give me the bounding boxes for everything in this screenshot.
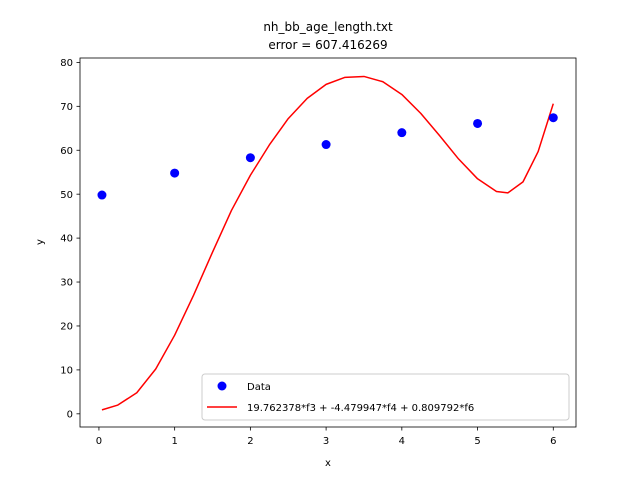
data-point [397,128,407,138]
y-tick-label: 40 [60,234,73,245]
y-axis-label: y [35,239,46,245]
x-tick-label: 3 [323,436,329,447]
y-tick-label: 20 [60,322,73,333]
chart-subtitle: error = 607.416269 [268,38,387,52]
data-point [548,113,558,123]
legend-data-label: Data [247,382,271,393]
fit-line [101,75,554,411]
data-point [97,190,107,200]
y-tick-label: 70 [60,102,73,113]
y-tick-label: 30 [60,278,73,289]
legend-fit-label: 19.762378*f3 + -4.479947*f4 + 0.809792*f… [247,403,474,414]
y-tick-label: 60 [60,146,73,157]
data-point [473,118,483,128]
legend: Data 19.762378*f3 + -4.479947*f4 + 0.809… [201,373,570,421]
x-tick-label: 1 [171,436,177,447]
plot-area [97,75,558,411]
legend-data-marker [217,381,227,391]
data-point [245,153,255,163]
axes-frame [79,57,577,428]
y-tick-label: 50 [60,190,73,201]
data-point [170,168,180,178]
x-tick-label: 0 [96,436,102,447]
y-tick-label: 10 [60,365,73,376]
x-axis: 0 1 2 3 4 5 6 [96,427,556,447]
legend-box [201,373,570,421]
y-axis: 0 10 20 30 40 50 60 70 80 [60,58,80,420]
chart-title: nh_bb_age_length.txt [263,20,393,34]
x-tick-label: 2 [247,436,253,447]
data-point [321,140,331,150]
x-tick-label: 6 [550,436,556,447]
series-group [97,75,558,411]
x-tick-label: 5 [474,436,480,447]
x-axis-label: x [325,458,331,469]
x-tick-label: 4 [399,436,405,447]
y-tick-label: 80 [60,58,73,69]
y-tick-label: 0 [67,409,73,420]
